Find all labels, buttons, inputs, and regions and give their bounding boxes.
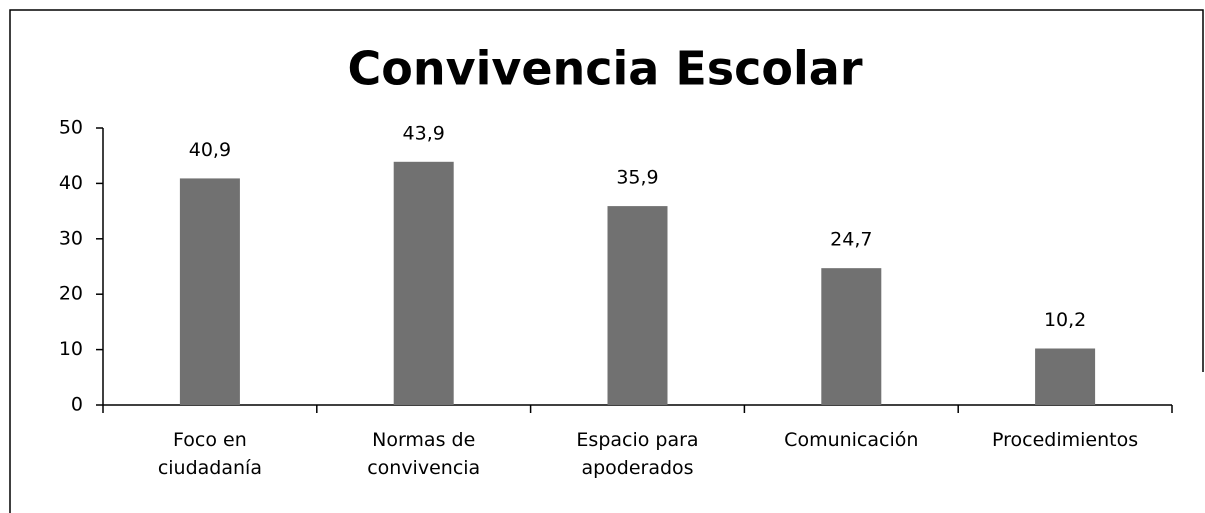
bar [607,206,668,405]
value-label: 43,9 [403,122,445,144]
y-tick-label: 0 [71,394,83,416]
y-tick-label: 50 [59,117,83,139]
y-tick-label: 10 [59,338,83,360]
value-label: 10,2 [1044,309,1086,331]
value-label: 40,9 [189,139,231,161]
x-tick-label: Procedimientos [992,429,1138,451]
bar [393,161,454,405]
chart-title: Convivencia Escolar [347,42,862,96]
value-label: 24,7 [830,229,872,251]
x-tick-label: Normas de convivencia [367,429,480,479]
frame [9,9,1204,513]
y-tick-label: 20 [59,283,83,305]
x-tick-label: Espacio para apoderados [576,429,698,479]
value-label: 35,9 [616,167,658,189]
bar [179,178,240,405]
bar [1035,348,1096,405]
bar [821,268,882,405]
x-tick-label: Comunicación [784,429,918,451]
y-tick-label: 40 [59,172,83,194]
x-tick-label: Foco en ciudadanía [158,429,262,479]
y-tick-label: 30 [59,227,83,249]
